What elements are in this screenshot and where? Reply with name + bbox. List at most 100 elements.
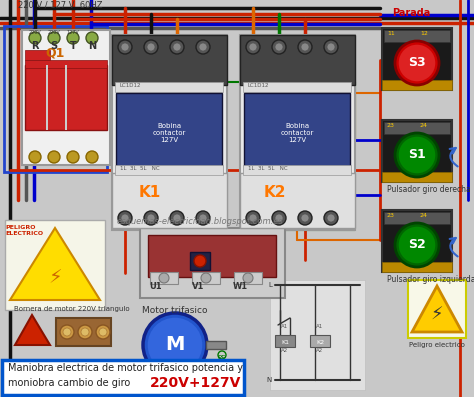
Text: S1: S1 bbox=[408, 148, 426, 162]
Bar bbox=[270, 280, 365, 390]
Text: R: R bbox=[31, 41, 39, 51]
Text: Bobina
contactor
127V: Bobina contactor 127V bbox=[152, 123, 186, 143]
Text: Q1: Q1 bbox=[46, 46, 64, 60]
Text: Parada: Parada bbox=[392, 8, 430, 18]
Circle shape bbox=[275, 214, 283, 222]
Bar bbox=[310, 335, 330, 347]
Text: Bobina
contactor
127V: Bobina contactor 127V bbox=[280, 123, 314, 143]
Bar bbox=[192, 272, 220, 284]
Text: 220V+127V: 220V+127V bbox=[150, 376, 241, 390]
Bar bbox=[382, 28, 452, 90]
Bar bbox=[112, 35, 227, 230]
Text: N: N bbox=[267, 377, 272, 383]
Bar bbox=[382, 172, 452, 182]
Polygon shape bbox=[412, 286, 462, 332]
Circle shape bbox=[170, 211, 184, 225]
Circle shape bbox=[298, 40, 312, 54]
Bar bbox=[190, 252, 210, 270]
Circle shape bbox=[86, 151, 98, 163]
Text: Pulsador giro izquierda: Pulsador giro izquierda bbox=[387, 275, 474, 284]
Bar bbox=[382, 262, 452, 272]
Text: 220 V / 127 V  60HZ: 220 V / 127 V 60HZ bbox=[18, 1, 102, 10]
Text: 23: 23 bbox=[387, 213, 395, 218]
Bar bbox=[244, 93, 350, 173]
Bar bbox=[206, 341, 226, 349]
Circle shape bbox=[99, 328, 107, 336]
Bar bbox=[25, 60, 107, 68]
Bar bbox=[275, 335, 295, 347]
Bar bbox=[115, 165, 223, 175]
Text: U1: U1 bbox=[150, 282, 162, 291]
Circle shape bbox=[63, 328, 71, 336]
Circle shape bbox=[201, 273, 211, 283]
Circle shape bbox=[48, 151, 60, 163]
Circle shape bbox=[196, 40, 210, 54]
Circle shape bbox=[29, 32, 41, 44]
Circle shape bbox=[398, 136, 436, 174]
Bar bbox=[65, 65, 67, 130]
Circle shape bbox=[199, 214, 207, 222]
Text: L: L bbox=[268, 282, 272, 288]
Text: 11: 11 bbox=[387, 31, 395, 36]
Circle shape bbox=[78, 325, 92, 339]
Bar bbox=[115, 82, 223, 92]
Circle shape bbox=[327, 43, 335, 51]
Circle shape bbox=[60, 325, 74, 339]
Bar bbox=[408, 280, 466, 338]
Circle shape bbox=[246, 211, 260, 225]
Circle shape bbox=[324, 40, 338, 54]
Text: 1L  3L  5L   NC: 1L 3L 5L NC bbox=[120, 166, 160, 171]
Text: Maniobra electrica de motor trifasico potencia y: Maniobra electrica de motor trifasico po… bbox=[8, 363, 243, 373]
Text: Motor trifasico: Motor trifasico bbox=[142, 306, 208, 315]
Text: 220V: 220V bbox=[28, 31, 41, 35]
Text: A2: A2 bbox=[282, 348, 289, 353]
Bar bbox=[112, 173, 227, 228]
Circle shape bbox=[398, 226, 436, 264]
Text: K2: K2 bbox=[264, 185, 286, 200]
Circle shape bbox=[144, 211, 158, 225]
Bar bbox=[150, 272, 178, 284]
Circle shape bbox=[173, 214, 181, 222]
Circle shape bbox=[81, 328, 89, 336]
Bar bbox=[234, 272, 262, 284]
Circle shape bbox=[301, 43, 309, 51]
Circle shape bbox=[170, 40, 184, 54]
Circle shape bbox=[272, 211, 286, 225]
Bar bbox=[2, 360, 244, 395]
Text: esquemas-electricidad.blogspot.com.es: esquemas-electricidad.blogspot.com.es bbox=[117, 218, 283, 227]
Bar bbox=[243, 82, 351, 92]
Bar bbox=[384, 30, 450, 42]
Text: LC1D12: LC1D12 bbox=[248, 83, 270, 88]
Bar bbox=[25, 50, 50, 60]
Circle shape bbox=[395, 133, 439, 177]
Circle shape bbox=[298, 211, 312, 225]
Text: A1: A1 bbox=[316, 324, 324, 329]
Bar bbox=[25, 65, 107, 130]
Text: N: N bbox=[88, 41, 96, 51]
Bar bbox=[116, 93, 222, 173]
Text: 24: 24 bbox=[420, 123, 428, 128]
Circle shape bbox=[199, 43, 207, 51]
Text: K2: K2 bbox=[316, 339, 324, 345]
Bar bbox=[240, 35, 355, 85]
Circle shape bbox=[395, 41, 439, 85]
Text: PELIGRO
ELECTRICO: PELIGRO ELECTRICO bbox=[5, 225, 43, 236]
Circle shape bbox=[86, 32, 98, 44]
Circle shape bbox=[246, 40, 260, 54]
Text: 127V: 127V bbox=[67, 31, 79, 35]
Circle shape bbox=[67, 32, 79, 44]
Text: PE: PE bbox=[218, 355, 226, 361]
Bar bbox=[4, 26, 107, 172]
Bar bbox=[112, 35, 227, 85]
Circle shape bbox=[118, 40, 132, 54]
Bar bbox=[382, 120, 452, 182]
Text: W1: W1 bbox=[232, 282, 247, 291]
Bar bbox=[240, 173, 355, 228]
Bar bbox=[140, 228, 285, 298]
Text: S2: S2 bbox=[408, 239, 426, 252]
Circle shape bbox=[147, 43, 155, 51]
Circle shape bbox=[324, 211, 338, 225]
Text: V1: V1 bbox=[192, 282, 204, 291]
Text: S: S bbox=[50, 41, 57, 51]
Bar bbox=[148, 235, 276, 277]
